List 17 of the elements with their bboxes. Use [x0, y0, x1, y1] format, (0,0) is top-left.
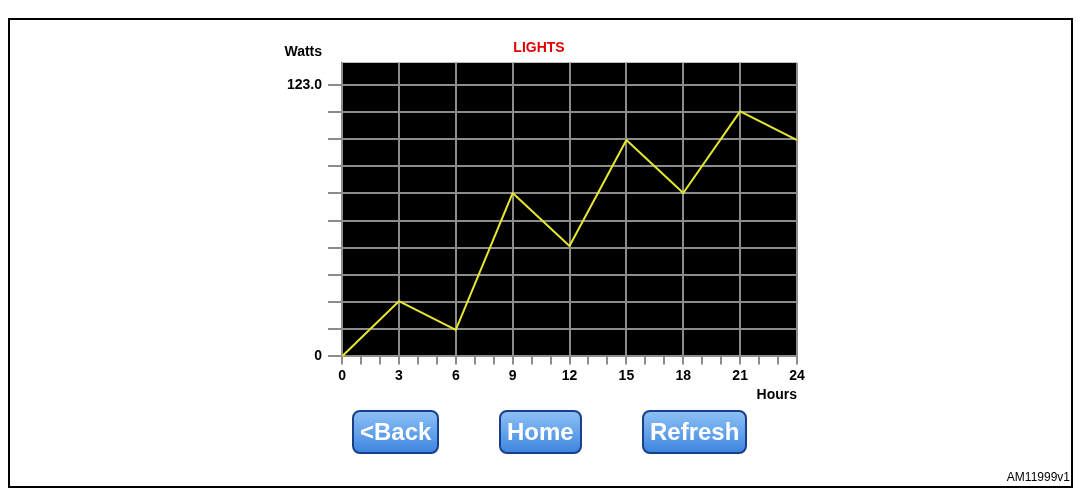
- x-tick-label: 0: [338, 366, 347, 383]
- y-tick-label: 123.0: [286, 75, 323, 92]
- x-axis-title: Hours: [756, 386, 798, 403]
- button[interactable]: Refresh: [642, 410, 748, 454]
- x-tick-label: 6: [451, 366, 460, 383]
- y-axis-title: Watts: [284, 42, 323, 59]
- text: AM11999v1: [1006, 470, 1070, 484]
- x-tick-label: 15: [618, 366, 635, 383]
- x-tick-label: 24: [789, 366, 805, 383]
- x-tick-label: 18: [675, 366, 692, 383]
- x-tick-label: 12: [561, 366, 578, 383]
- x-tick-label: 9: [508, 366, 517, 383]
- chart-title: LIGHTS: [513, 39, 565, 56]
- x-tick-label: 3: [395, 366, 404, 383]
- x-tick-label: 21: [732, 366, 749, 383]
- button[interactable]: Home: [499, 410, 582, 454]
- button[interactable]: <Back: [352, 410, 440, 454]
